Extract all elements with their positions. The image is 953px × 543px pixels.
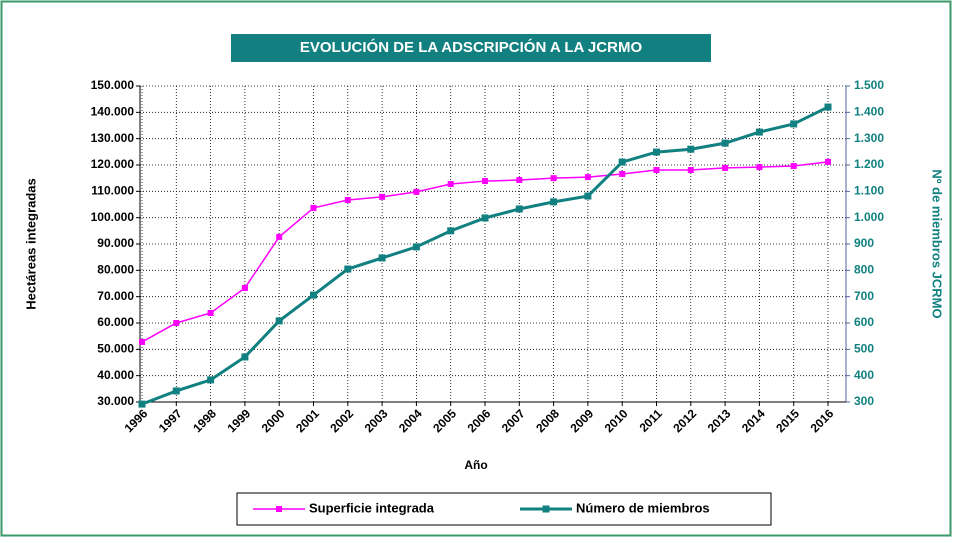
y2-tick-label: 700 <box>854 289 874 303</box>
x-axis-label: Año <box>464 458 487 472</box>
point-marker <box>276 233 283 240</box>
point-marker <box>412 243 420 251</box>
point-marker <box>584 192 592 200</box>
y2-axis-label: Nº de miembros JCRMO <box>930 169 945 318</box>
point-marker <box>275 317 283 325</box>
point-marker <box>482 178 488 185</box>
legend-label: Superficie integrada <box>309 500 435 515</box>
point-marker <box>379 193 386 200</box>
point-marker <box>618 158 626 166</box>
point-marker <box>721 139 729 147</box>
y2-tick-label: 300 <box>854 394 874 408</box>
y-tick-label: 110.000 <box>91 184 134 198</box>
point-marker <box>481 214 489 222</box>
y2-tick-label: 400 <box>854 368 874 382</box>
point-marker <box>344 197 351 204</box>
legend-marker <box>276 506 282 512</box>
point-marker <box>447 227 455 235</box>
point-marker <box>515 205 523 213</box>
point-marker <box>790 120 798 128</box>
point-marker <box>241 284 248 291</box>
y-tick-label: 100.000 <box>91 210 135 224</box>
point-marker <box>653 148 660 156</box>
point-marker <box>550 175 557 182</box>
point-marker <box>687 145 695 153</box>
legend-box <box>236 492 772 526</box>
title-box <box>231 34 711 62</box>
point-marker <box>550 198 558 206</box>
y-axis-label: Hectáreas integradas <box>23 178 38 310</box>
point-marker <box>755 128 763 136</box>
y-tick-label: 130.000 <box>91 131 135 145</box>
y2-tick-label: 1.300 <box>854 131 884 145</box>
legend-label: Número de miembros <box>576 500 710 515</box>
y-tick-label: 30.000 <box>97 394 134 408</box>
point-marker <box>207 309 214 316</box>
y2-tick-label: 800 <box>854 263 874 277</box>
point-marker <box>207 376 215 384</box>
y-tick-label: 50.000 <box>97 342 134 356</box>
point-marker <box>756 164 763 171</box>
y-tick-label: 120.000 <box>91 157 135 171</box>
point-marker <box>413 188 420 195</box>
point-marker <box>241 353 249 361</box>
legend-marker <box>542 505 550 513</box>
y-tick-label: 140.000 <box>91 105 135 119</box>
point-marker <box>378 254 386 262</box>
point-marker <box>516 177 523 184</box>
y2-tick-label: 900 <box>854 236 874 250</box>
y2-tick-label: 1.100 <box>854 184 884 198</box>
point-marker <box>344 265 352 273</box>
point-marker <box>824 103 832 111</box>
y-tick-label: 70.000 <box>97 289 134 303</box>
point-marker <box>722 164 729 171</box>
y2-tick-label: 1.200 <box>854 157 884 171</box>
point-marker <box>173 320 180 326</box>
y-tick-label: 60.000 <box>97 315 134 329</box>
point-marker <box>619 170 626 177</box>
y-tick-label: 80.000 <box>97 263 134 277</box>
point-marker <box>310 291 317 299</box>
point-marker <box>687 167 694 174</box>
point-marker <box>584 174 591 181</box>
y2-tick-label: 600 <box>854 315 874 329</box>
chart-title: EVOLUCIÓN DE LA ADSCRIPCIÓN A LA JCRMO <box>300 38 643 56</box>
y2-tick-label: 1.500 <box>854 78 884 92</box>
y2-tick-label: 500 <box>854 342 874 356</box>
point-marker <box>138 400 146 408</box>
y2-tick-label: 1.400 <box>854 105 884 119</box>
point-marker <box>310 204 317 211</box>
y-tick-label: 150.000 <box>91 78 135 92</box>
point-marker <box>653 167 660 174</box>
point-marker <box>172 387 180 395</box>
point-marker <box>447 180 454 187</box>
y-tick-label: 90.000 <box>97 236 134 250</box>
y-tick-label: 40.000 <box>97 368 134 382</box>
point-marker <box>139 338 145 345</box>
point-marker <box>790 163 797 170</box>
y2-tick-label: 1.000 <box>854 210 884 224</box>
point-marker <box>825 158 831 165</box>
